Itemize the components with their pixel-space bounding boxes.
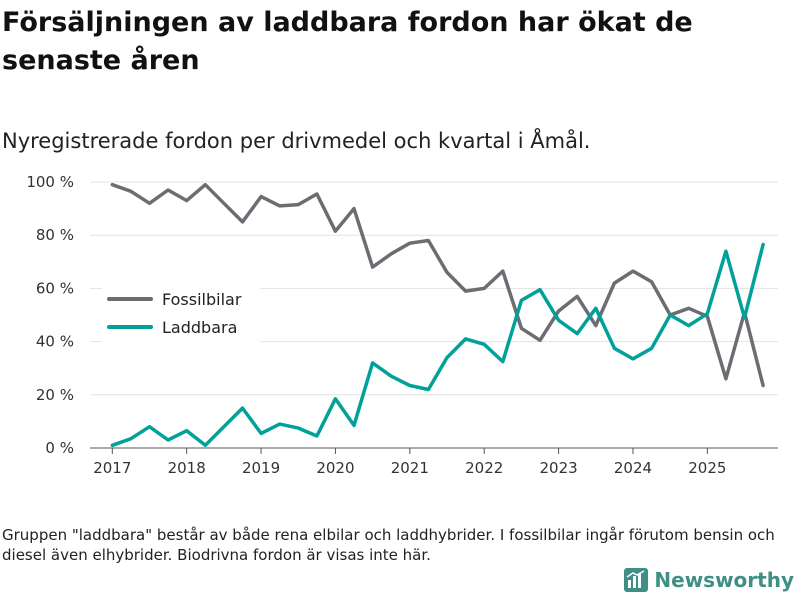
x-tick-label: 2025 [688,459,726,477]
chart-subtitle: Nyregistrerade fordon per drivmedel och … [2,129,591,153]
newsworthy-logo-icon [624,568,649,592]
x-tick-label: 2019 [242,459,280,477]
y-tick-label: 80 % [36,226,74,244]
brand-name: Newsworthy [654,568,794,592]
brand-logo: Newsworthy [624,568,794,592]
x-tick-label: 2023 [539,459,577,477]
line-chart: 0 % 20 % 40 % 60 % 80 % 100 % 2017 2018 2019 202… [26,173,778,477]
y-axis: 0 % 20 % 40 % 60 % 80 % 100 % [26,173,74,457]
y-tick-label: 40 % [36,333,74,351]
y-tick-label: 60 % [36,279,74,297]
x-axis: 2017 2018 2019 2020 2021 2022 2023 2024 2025 [93,448,726,477]
series-line-fossilbilar [110,182,765,388]
legend-background [102,282,260,344]
chart-title: Försäljningen av laddbara fordon har öka… [2,7,693,76]
x-tick-label: 2017 [93,459,131,477]
y-tick-label: 100 % [26,173,74,191]
series-lines [110,182,765,448]
footnote: Gruppen "laddbara" består av både rena e… [2,526,775,564]
x-tick-label: 2020 [316,459,354,477]
y-tick-label: 20 % [36,386,74,404]
series-line-laddbara [110,242,765,448]
x-tick-label: 2022 [465,459,503,477]
x-tick-label: 2021 [391,459,429,477]
x-tick-label: 2018 [168,459,206,477]
legend: Fossilbilar Laddbara [102,282,260,344]
legend-label-fossilbilar: Fossilbilar [162,290,242,309]
y-tick-label: 0 % [45,439,74,457]
x-tick-label: 2024 [614,459,652,477]
legend-label-laddbara: Laddbara [162,318,237,337]
